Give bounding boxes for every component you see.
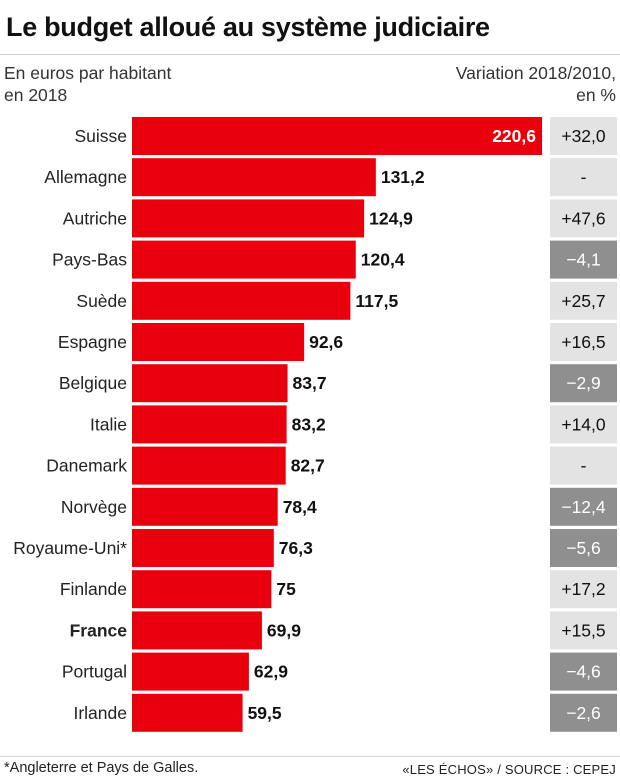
value-label-allemagne: 131,2 xyxy=(381,167,425,187)
value-label-portugal: 62,9 xyxy=(254,662,288,682)
bar-portugal xyxy=(132,652,249,691)
variation-unit-label: Variation 2018/2010, en % xyxy=(456,62,616,106)
variation-label-danemark: - xyxy=(581,456,587,476)
variation-label-italie: +14,0 xyxy=(561,414,606,434)
bar-suisse xyxy=(132,117,542,155)
value-label-finlande: 75 xyxy=(276,579,296,599)
value-label-danemark: 82,7 xyxy=(291,456,325,476)
variation-cell-pays-bas xyxy=(550,240,617,279)
category-label-portugal: Portugal xyxy=(62,662,127,682)
variation-label-espagne: +16,5 xyxy=(561,332,605,352)
value-label-suisse: 220,6 xyxy=(492,126,536,146)
category-label-belgique: Belgique xyxy=(59,373,127,393)
variation-cell-france xyxy=(550,611,617,650)
variation-cell-royaume-uni xyxy=(550,529,617,567)
variation-cell-suisse xyxy=(550,117,617,155)
category-label-norv-ge: Norvège xyxy=(61,497,127,517)
variation-cell-norv-ge xyxy=(550,487,617,526)
bar-allemagne xyxy=(132,158,376,197)
variation-unit-line-2: en % xyxy=(576,85,616,105)
variation-label-suisse: +32,0 xyxy=(561,126,606,146)
variation-label-allemagne: - xyxy=(581,167,587,187)
variation-cell-belgique xyxy=(550,364,617,403)
variation-label-finlande: +17,2 xyxy=(561,579,605,599)
bar-france xyxy=(132,611,262,650)
value-label-italie: 83,2 xyxy=(292,414,326,434)
category-label-finlande: Finlande xyxy=(60,579,127,599)
bar-danemark xyxy=(132,446,286,485)
category-label-pays-bas: Pays-Bas xyxy=(52,250,127,270)
variation-label-pays-bas: −4,1 xyxy=(566,250,601,270)
category-label-autriche: Autriche xyxy=(63,208,127,228)
category-label-su-de: Suède xyxy=(76,291,127,311)
bar-italie xyxy=(132,405,287,444)
variation-cell-portugal xyxy=(550,652,617,691)
variation-unit-line-1: Variation 2018/2010, xyxy=(455,63,616,83)
bar-norv-ge xyxy=(132,487,278,526)
value-label-norv-ge: 78,4 xyxy=(283,497,317,517)
variation-cell-danemark xyxy=(550,446,617,485)
bar-finlande xyxy=(132,570,272,609)
bar-belgique xyxy=(132,364,288,403)
bar-royaume-uni xyxy=(132,529,274,567)
value-label-france: 69,9 xyxy=(267,620,301,640)
category-label-irlande: Irlande xyxy=(73,703,127,723)
value-unit-label: En euros par habitant en 2018 xyxy=(4,62,171,106)
category-label-espagne: Espagne xyxy=(58,332,127,352)
variation-cell-irlande xyxy=(550,693,617,732)
variation-cell-allemagne xyxy=(550,158,617,197)
category-label-allemagne: Allemagne xyxy=(44,167,127,187)
variation-cell-autriche xyxy=(550,199,617,238)
value-unit-line-1: En euros par habitant xyxy=(4,63,172,83)
variation-cell-finlande xyxy=(550,570,617,609)
footnote: *Angleterre et Pays de Galles. xyxy=(4,760,199,776)
value-label-irlande: 59,5 xyxy=(248,703,282,723)
title-divider xyxy=(0,54,620,55)
variation-label-su-de: +25,7 xyxy=(561,291,605,311)
variation-label-norv-ge: −12,4 xyxy=(561,497,606,517)
value-label-royaume-uni: 76,3 xyxy=(279,538,313,558)
variation-label-portugal: −4,6 xyxy=(566,662,601,682)
chart-title: Le budget alloué au système judiciaire xyxy=(6,12,490,42)
variation-label-autriche: +47,6 xyxy=(561,208,605,228)
footer-divider xyxy=(0,756,620,757)
value-label-belgique: 83,7 xyxy=(293,373,327,393)
bar-pays-bas xyxy=(132,240,356,279)
value-unit-line-2: en 2018 xyxy=(4,85,68,105)
variation-label-irlande: −2,6 xyxy=(566,703,601,723)
bar-su-de xyxy=(132,281,351,320)
variation-cell-espagne xyxy=(550,323,617,361)
category-label-danemark: Danemark xyxy=(46,456,127,476)
category-label-suisse: Suisse xyxy=(74,126,127,146)
variation-cell-italie xyxy=(550,405,617,444)
value-label-su-de: 117,5 xyxy=(355,291,398,311)
value-label-pays-bas: 120,4 xyxy=(361,250,405,270)
category-label-italie: Italie xyxy=(90,414,127,434)
bar-espagne xyxy=(132,323,305,361)
bar-irlande xyxy=(132,693,243,732)
variation-label-royaume-uni: −5,6 xyxy=(566,538,601,558)
category-label-france: France xyxy=(70,620,128,640)
category-label-royaume-uni: Royaume-Uni* xyxy=(13,538,127,558)
source-credit: «LES ÉCHOS» / SOURCE : CEPEJ xyxy=(402,762,616,777)
value-label-espagne: 92,6 xyxy=(309,332,343,352)
bar-autriche xyxy=(132,199,365,238)
variation-cell-su-de xyxy=(550,281,617,320)
variation-label-belgique: −2,9 xyxy=(566,373,601,393)
value-label-autriche: 124,9 xyxy=(369,208,413,228)
variation-label-france: +15,5 xyxy=(561,620,605,640)
